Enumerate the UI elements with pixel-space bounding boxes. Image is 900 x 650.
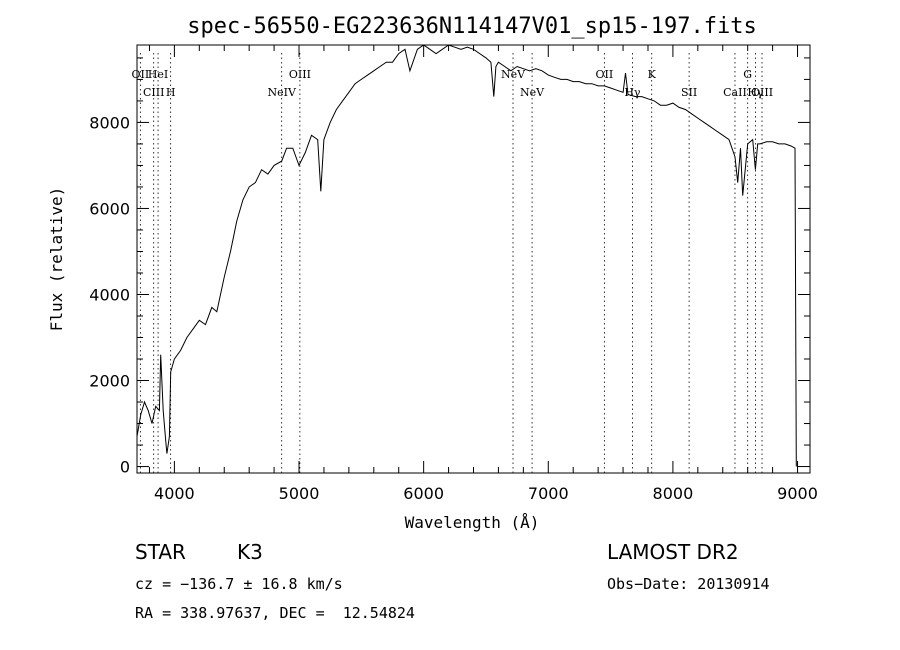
coordinates: RA = 338.97637, DEC = 12.54824 — [135, 604, 415, 622]
spectral-line-label: Hγ — [747, 86, 764, 99]
spectral-line-label: CIII — [143, 86, 164, 99]
spectral-line-label: K — [648, 68, 657, 81]
y-tick-label: 4000 — [89, 285, 130, 304]
spectral-line-label: NeV — [520, 86, 545, 99]
spectral-line-label: SII — [681, 86, 697, 99]
y-tick-label: 8000 — [89, 113, 130, 132]
x-tick-label: 9000 — [777, 484, 818, 503]
spectral-line-label: H — [166, 86, 176, 99]
object-subclass: K3 — [237, 540, 263, 564]
chart-title: spec-56550-EG223636N114147V01_sp15-197.f… — [187, 14, 757, 39]
axis-ticks: 4000 5000 6000 7000 8000 9000 0 2000 4000 6000 800… — [89, 45, 818, 503]
y-tick-label: 2000 — [89, 372, 130, 391]
spectrum-series-line — [136, 44, 797, 467]
y-tick-label: 0 — [120, 458, 130, 477]
spectral-line-label: G — [743, 68, 752, 81]
spectral-line-label: HeI — [148, 68, 168, 81]
x-axis-label: Wavelength (Å) — [405, 513, 540, 532]
observation-date: Obs−Date: 20130914 — [607, 575, 770, 593]
spectral-line-label: Hγ — [624, 86, 641, 99]
y-axis-label: Flux (relative) — [47, 187, 66, 332]
redshift-velocity: cz = −136.7 ± 16.8 km/s — [135, 575, 343, 593]
x-tick-label: 7000 — [528, 484, 569, 503]
plot-frame — [136, 44, 811, 474]
spectral-line-label: OIII — [751, 86, 773, 99]
spectral-line-label: OII — [596, 68, 614, 81]
survey-name: LAMOST DR2 — [607, 540, 739, 564]
object-class: STAR — [135, 540, 186, 564]
spectral-line-label: NeIV — [267, 86, 296, 99]
y-tick-label: 6000 — [89, 199, 130, 218]
spectral-line-label: NeV — [501, 68, 526, 81]
spectral-line-label: OII — [132, 68, 150, 81]
x-tick-label: 6000 — [403, 484, 444, 503]
x-tick-label: 5000 — [279, 484, 320, 503]
x-tick-label: 4000 — [154, 484, 195, 503]
x-tick-label: 8000 — [653, 484, 694, 503]
spectral-line-label: OIII — [289, 68, 311, 81]
spectral-line-label: CaII — [723, 86, 747, 99]
